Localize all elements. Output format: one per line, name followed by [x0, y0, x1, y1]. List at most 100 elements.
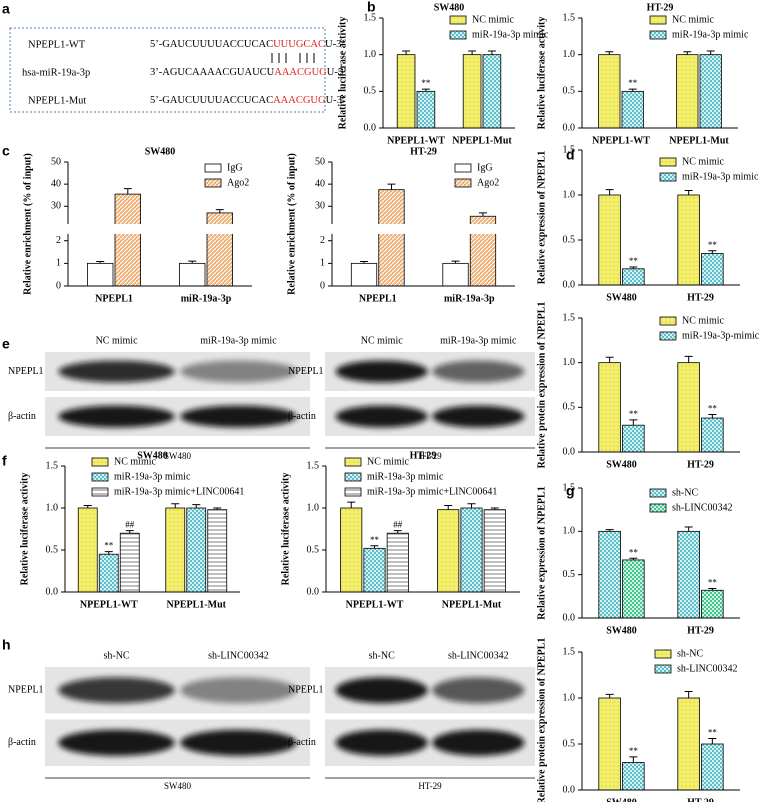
error-bar: [605, 356, 614, 363]
y-tick-label: 1.0: [563, 49, 576, 60]
blot-band: [180, 677, 297, 704]
sequence-part: 3’-AGUCAAAACGUAUCU: [150, 67, 275, 78]
bar: [701, 743, 724, 791]
pairing-lines: [271, 53, 315, 63]
blot-band: [335, 360, 428, 383]
legend-swatch: [659, 172, 677, 182]
y-tick-label: 1.5: [364, 12, 377, 23]
legend-label: NC mimic: [682, 315, 725, 326]
y-tick-label: 0.5: [563, 738, 576, 749]
sequence-name: hsa-miR-19a-3p: [22, 67, 90, 78]
legend-label: miR-19a-3p mimic: [672, 29, 749, 40]
error-bar: [605, 189, 614, 195]
y-axis-label: Relative luciferase activity: [536, 17, 547, 130]
bar: [186, 507, 207, 593]
legend-swatch: [454, 163, 472, 173]
error-bar: [83, 504, 92, 508]
error-bar: [370, 545, 379, 549]
error-bar: [96, 261, 105, 264]
significance-label: **: [629, 256, 639, 266]
error-bar: [468, 50, 477, 55]
bar: [483, 509, 506, 593]
panel-label: a: [2, 1, 10, 17]
blot-lane-label: sh-LINC00342: [208, 650, 269, 661]
blot-band: [335, 729, 428, 756]
legend-swatch: [344, 472, 362, 482]
chart-title: HT-29: [410, 146, 437, 157]
error-bar: [629, 557, 638, 560]
significance-label: **: [708, 404, 718, 414]
y-tick-label: 0.0: [563, 122, 576, 133]
error-bar: [628, 88, 637, 92]
panel-label: h: [2, 637, 11, 653]
error-bar: [213, 507, 222, 510]
y-axis-label: Relative luciferase activity: [19, 473, 30, 586]
blot-cell-line: SW480: [164, 781, 192, 791]
legend-swatch: [449, 30, 467, 40]
bar: [460, 507, 483, 593]
y-axis-label: Relative luciferase activity: [280, 473, 291, 586]
bar: [119, 532, 140, 593]
legend-label: Ago2: [227, 177, 249, 188]
error-bar: [629, 266, 638, 269]
y-tick-label: 50: [315, 156, 325, 167]
error-bar: [192, 504, 201, 508]
error-bar: [708, 413, 717, 419]
legend-swatch: [649, 488, 667, 498]
error-bar: [360, 261, 369, 264]
y-tick-label: 1.5: [46, 460, 59, 471]
y-tick-label: 40: [51, 178, 61, 189]
y-tick-label: 0.5: [563, 86, 576, 97]
error-bar: [683, 51, 692, 55]
significance-label: **: [104, 541, 114, 551]
y-tick-label: 1.5: [563, 312, 576, 323]
error-bar: [421, 88, 430, 92]
significance-label: **: [629, 547, 639, 557]
legend-label: miR-19a-3p mimic: [367, 471, 444, 482]
legend-label: Ago2: [477, 177, 499, 188]
bar: [622, 268, 645, 286]
y-axis-label: Relative enrichment (% of input): [22, 153, 33, 295]
blot-row-label: β-actin: [288, 737, 316, 748]
sequence-part: U-3’: [326, 95, 346, 106]
legend-label: miR-19a-3p mimic: [682, 171, 759, 182]
chart-title: HT-29: [410, 450, 437, 461]
blot-cell-line: SW480: [164, 451, 192, 461]
bar: [598, 54, 621, 129]
error-bar: [451, 260, 460, 264]
legend-swatch: [654, 664, 672, 674]
error-bar: [478, 212, 487, 217]
y-tick-label: 40: [315, 178, 325, 189]
legend-label: NC mimic: [114, 456, 157, 467]
x-tick-label: miR-19a-3p: [444, 293, 495, 304]
bar: [416, 90, 436, 129]
blot-band: [58, 360, 175, 383]
blot-band: [58, 677, 175, 704]
legend-label: IgG: [477, 162, 493, 173]
error-bar: [487, 50, 496, 55]
error-bar: [708, 588, 717, 591]
bar: [165, 507, 186, 593]
legend-swatch: [649, 15, 667, 25]
y-tick-label: 0.0: [563, 279, 576, 290]
error-bar: [171, 503, 180, 508]
significance-label: **: [421, 78, 431, 88]
y-tick-label: 1.5: [307, 460, 320, 471]
error-bar: [684, 190, 693, 195]
y-axis-label: Relative protein expression of NPEPL1: [536, 302, 547, 469]
bar: [98, 553, 119, 593]
legend-label: sh-LINC00342: [672, 502, 733, 513]
y-tick-label: 1.0: [364, 49, 377, 60]
legend-label: sh-LINC00342: [677, 663, 738, 674]
significance-label: **: [708, 728, 718, 738]
y-tick-label: 2: [320, 235, 325, 246]
blot-row-label: β-actin: [8, 737, 36, 748]
y-tick-label: 1.0: [563, 357, 576, 368]
legend-swatch: [659, 331, 677, 341]
error-bar: [605, 693, 614, 698]
blot-band: [432, 360, 525, 383]
error-bar: [629, 756, 638, 763]
blot-lane-label: miR-19a-3p mimic: [440, 335, 517, 346]
bar: [207, 509, 228, 593]
blot-band: [432, 729, 525, 756]
